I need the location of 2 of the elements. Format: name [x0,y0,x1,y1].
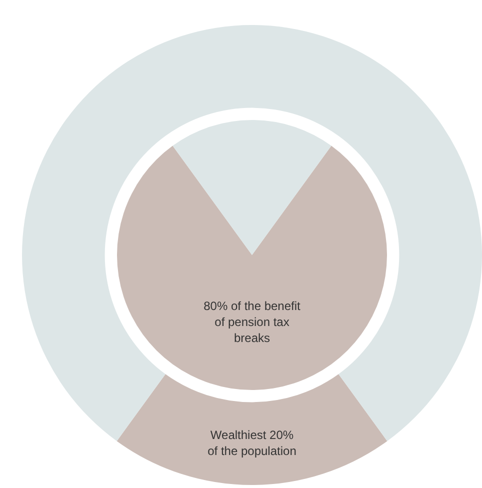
slice-label: Wealthiest 20% of the population [208,428,296,458]
slice-label: 80% of the benefit of pension tax breaks [204,298,302,345]
